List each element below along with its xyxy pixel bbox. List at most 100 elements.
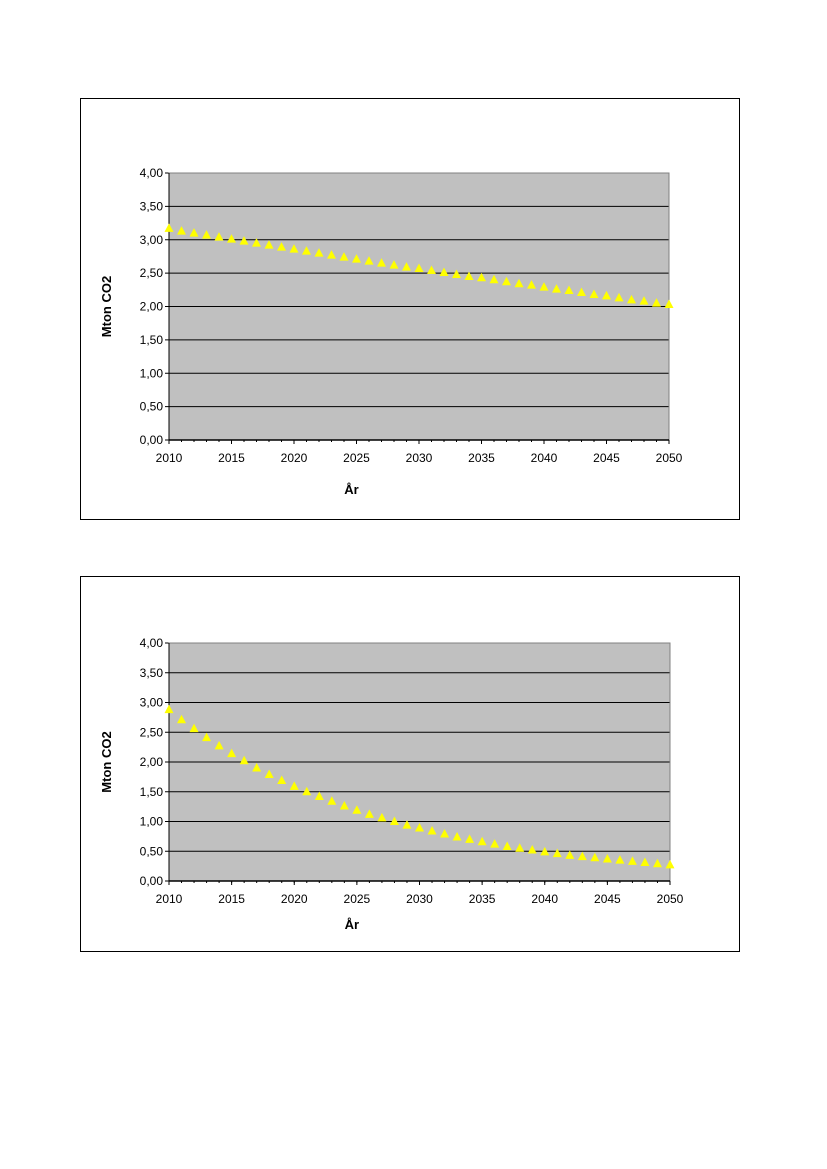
x-tick-label: 2045: [593, 451, 620, 465]
x-tick-label: 2030: [406, 892, 433, 906]
data-point-marker: [364, 809, 374, 818]
data-point-marker: [277, 775, 287, 784]
data-point-marker: [402, 262, 411, 271]
data-point-marker: [202, 230, 211, 239]
x-tick-label: 2050: [656, 451, 683, 465]
y-tick-label: 1,00: [140, 815, 164, 829]
y-tick-label: 2,50: [140, 266, 164, 280]
data-point-marker: [577, 851, 587, 861]
y-tick-label: 3,00: [140, 233, 164, 247]
data-point-marker: [477, 272, 486, 282]
x-tick-label: 2035: [469, 892, 496, 906]
data-point-marker: [552, 848, 562, 858]
data-point-marker: [490, 839, 500, 848]
data-point-marker: [427, 826, 437, 835]
data-point-marker: [239, 755, 249, 765]
data-point-marker: [452, 269, 461, 278]
x-tick-label: 2030: [406, 451, 433, 465]
data-point-marker: [590, 852, 600, 862]
data-point-marker: [352, 254, 361, 263]
data-point-marker: [615, 855, 625, 864]
data-point-marker: [627, 294, 636, 304]
y-tick-label: 3,00: [140, 696, 164, 710]
data-point-marker: [502, 841, 512, 850]
data-point-marker: [289, 781, 299, 790]
data-point-marker: [415, 823, 424, 832]
data-point-marker: [339, 801, 349, 810]
y-tick-label: 1,50: [140, 333, 164, 347]
data-point-marker: [602, 290, 611, 300]
data-point-marker: [440, 828, 450, 838]
data-point-marker: [427, 265, 436, 274]
x-tick-label: 2040: [531, 892, 558, 906]
x-tick-label: 2035: [468, 451, 495, 465]
x-tick-label: 2045: [594, 892, 621, 906]
x-tick-label: 2040: [531, 451, 558, 465]
data-point-marker: [515, 843, 525, 852]
data-point-marker: [389, 260, 399, 269]
data-point-marker: [302, 246, 311, 255]
data-point-marker: [652, 858, 662, 868]
y-tick-label: 2,00: [140, 300, 164, 314]
x-tick-label: 2010: [156, 892, 183, 906]
data-point-marker: [277, 242, 286, 251]
x-tick-label: 2020: [281, 451, 308, 465]
data-point-marker: [577, 287, 586, 296]
data-point-marker: [664, 299, 674, 308]
data-point-marker: [452, 831, 462, 841]
data-point-marker: [327, 796, 337, 805]
data-point-marker: [189, 723, 199, 733]
data-point-marker: [264, 769, 274, 778]
data-point-marker: [164, 704, 174, 714]
data-point-marker: [402, 820, 412, 829]
data-point-marker: [589, 289, 599, 298]
chart-1-svg: 0,00 0,50 1,00 1,50 2,00 2,50 3,00 3,50 4,00 2010…: [99, 166, 683, 497]
data-point-marker: [465, 834, 475, 843]
data-point-marker: [339, 252, 349, 261]
x-axis-title: År: [344, 482, 358, 497]
data-point-marker: [227, 234, 236, 243]
data-point-marker: [177, 714, 187, 724]
y-tick-label: 2,50: [140, 725, 164, 739]
y-tick-label: 0,00: [140, 874, 164, 888]
x-tick-label: 2050: [657, 892, 684, 906]
x-tick-label: 2010: [156, 451, 183, 465]
data-point-marker: [627, 856, 637, 865]
data-point-marker: [414, 263, 424, 272]
data-point-marker: [314, 248, 324, 257]
data-point-marker: [539, 282, 549, 291]
chart-2: 0,00 0,50 1,00 1,50 2,00 2,50 3,00 3,50 4,00 2010…: [80, 576, 740, 952]
data-point-marker: [239, 236, 249, 245]
data-point-marker: [565, 850, 575, 859]
data-point-marker: [640, 857, 650, 867]
data-point-marker: [202, 732, 212, 742]
y-tick-label: 0,50: [140, 400, 164, 414]
data-point-marker: [302, 786, 312, 796]
data-point-marker: [189, 228, 199, 237]
data-point-marker: [227, 748, 237, 758]
y-tick-label: 2,00: [140, 755, 164, 769]
data-point-marker: [614, 292, 624, 302]
data-point-marker: [389, 816, 399, 825]
data-point-marker: [665, 859, 675, 869]
data-point-marker: [652, 298, 661, 307]
x-tick-label: 2025: [343, 451, 370, 465]
data-point-marker: [527, 280, 536, 289]
data-point-marker: [489, 274, 499, 284]
data-point-marker: [314, 791, 324, 801]
y-tick-label: 4,00: [140, 166, 164, 180]
y-tick-label: 4,00: [140, 636, 164, 650]
y-tick-label: 1,50: [140, 785, 164, 799]
data-point-marker: [177, 226, 186, 235]
x-tick-label: 2015: [218, 892, 245, 906]
x-tick-label: 2015: [218, 451, 245, 465]
y-tick-label: 0,00: [140, 433, 164, 447]
data-point-marker: [514, 278, 524, 288]
data-point-marker: [164, 223, 174, 232]
data-point-marker: [377, 258, 386, 267]
data-point-marker: [464, 271, 474, 280]
data-point-marker: [540, 846, 550, 856]
chart-1: 0,00 0,50 1,00 1,50 2,00 2,50 3,00 3,50 4,00 2010…: [80, 98, 740, 520]
data-point-marker: [639, 296, 649, 305]
y-axis-title: Mton CO2: [99, 276, 114, 337]
